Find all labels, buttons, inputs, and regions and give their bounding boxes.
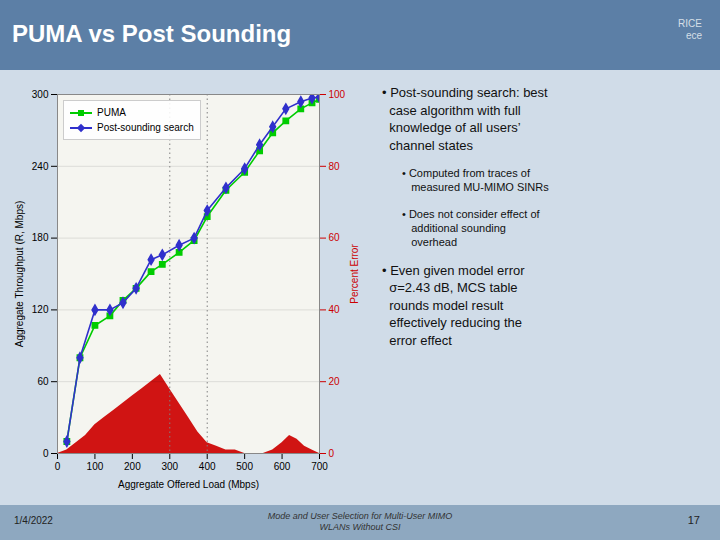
svg-text:120: 120 bbox=[32, 304, 49, 315]
html-text:• Even given model error σ=2.4: • Even given model error σ=2.43 dB, MCS … bbox=[382, 262, 525, 348]
svg-text:400: 400 bbox=[199, 461, 216, 472]
svg-text:600: 600 bbox=[274, 461, 291, 472]
svg-text:700: 700 bbox=[311, 461, 328, 472]
html-text:Post-sounding search: Post-sounding search bbox=[97, 122, 194, 133]
html-text:1/4/2022: 1/4/2022 bbox=[14, 515, 53, 526]
html-text:PUMA: PUMA bbox=[97, 107, 126, 118]
html-text:• Does not consider effect of: • Does not consider effect of additional… bbox=[402, 207, 540, 249]
html-text:Mode and User Selection for Mu: Mode and User Selection for Multi-User M… bbox=[267, 511, 453, 532]
svg-text:300: 300 bbox=[32, 89, 49, 100]
svg-text:200: 200 bbox=[124, 461, 141, 472]
svg-text:0: 0 bbox=[55, 461, 61, 472]
svg-text:180: 180 bbox=[32, 232, 49, 243]
svg-text:0: 0 bbox=[329, 448, 335, 459]
svg-text:100: 100 bbox=[87, 461, 104, 472]
html-text:• Computed from traces of meas: • Computed from traces of measured MU-MI… bbox=[402, 167, 549, 194]
svg-text:40: 40 bbox=[329, 304, 341, 315]
svg-text:60: 60 bbox=[37, 376, 49, 387]
html-text:17: 17 bbox=[687, 514, 700, 526]
svg-text:500: 500 bbox=[236, 461, 253, 472]
svg-text:100: 100 bbox=[329, 89, 346, 100]
svg-text:20: 20 bbox=[329, 376, 341, 387]
html-text:RICE ece: RICE ece bbox=[678, 18, 702, 41]
svg-text:300: 300 bbox=[161, 461, 178, 472]
svg-text:0: 0 bbox=[43, 448, 49, 459]
svg-text:Aggregate Offered Load (Mbps): Aggregate Offered Load (Mbps) bbox=[118, 479, 259, 490]
svg-text:60: 60 bbox=[329, 232, 341, 243]
svg-text:80: 80 bbox=[329, 161, 341, 172]
html-text:• Post-sounding search: best c: • Post-sounding search: best case algori… bbox=[382, 85, 548, 153]
svg-text:240: 240 bbox=[32, 161, 49, 172]
html-text:PUMA vs Post Sounding: PUMA vs Post Sounding bbox=[12, 20, 292, 47]
svg-text:Aggregate Throughput (R, Mbps): Aggregate Throughput (R, Mbps) bbox=[14, 201, 25, 348]
svg-text:Percent Error: Percent Error bbox=[349, 244, 360, 304]
